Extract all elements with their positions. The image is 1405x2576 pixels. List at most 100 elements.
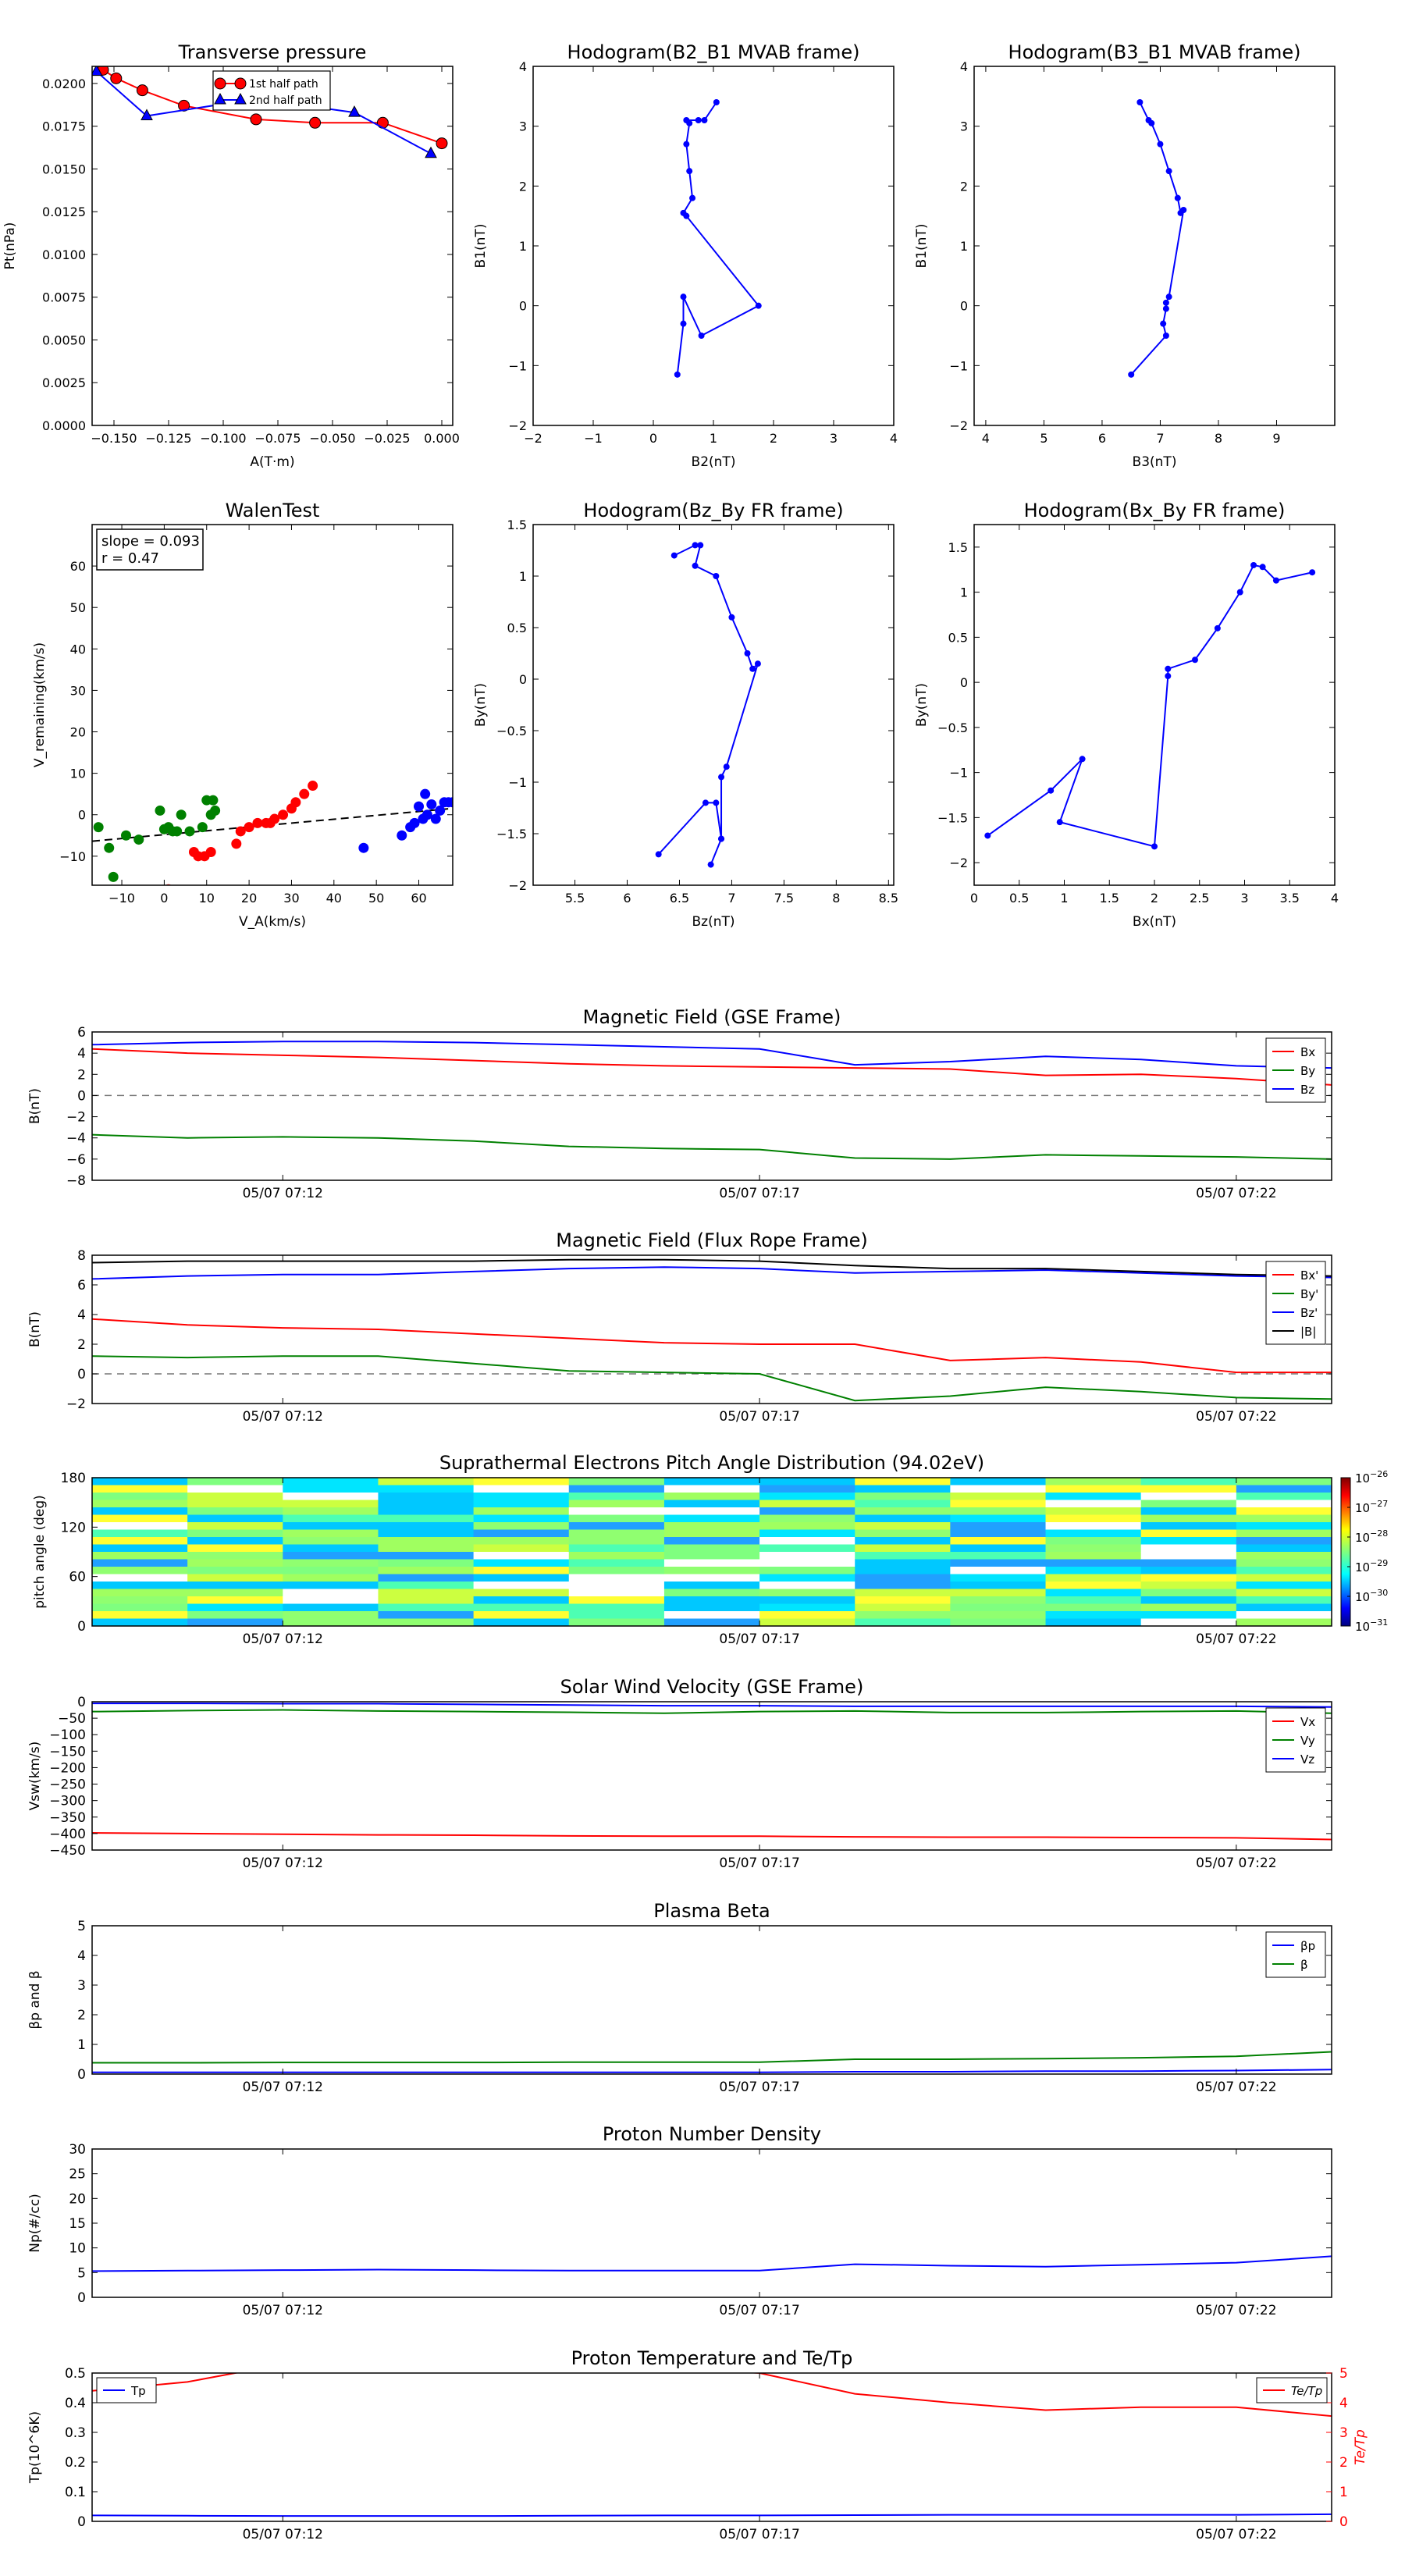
magnetic-field-gse-ytick-label: 4 (77, 1046, 86, 1062)
magnetic-field-gse-time-label: 05/07 07:22 (1196, 1186, 1276, 1201)
pitch-angle-distribution-cell (187, 1582, 283, 1589)
plasma-beta-ytick-label: 2 (77, 2008, 86, 2023)
pitch-angle-distribution-cell (473, 1589, 570, 1597)
solar-wind-velocity-legend-label: Vz (1300, 1752, 1314, 1767)
transverse-pressure-ytick-label: 0.0200 (42, 76, 86, 91)
pitch-angle-distribution-cell (92, 1611, 188, 1619)
pitch-angle-distribution-cell (473, 1493, 570, 1500)
pitch-angle-distribution-cell (568, 1582, 665, 1589)
walen-test-series-1-point (176, 809, 187, 820)
hodogram-b2-b1-ytick-label: 1 (519, 239, 527, 254)
hodogram-b3-b1-ytick-label: 0 (960, 299, 968, 314)
pitch-angle-distribution-cell (1045, 1478, 1142, 1485)
transverse-pressure-series-2-point (92, 66, 103, 76)
walen-test-series-3-point (435, 805, 446, 816)
magnetic-field-gse-frame (91, 1031, 1332, 1181)
pitch-angle-distribution-cell (759, 1589, 855, 1597)
pitch-angle-distribution-cell (855, 1596, 951, 1604)
pitch-angle-distribution-cell (855, 1493, 951, 1500)
proton-temperature-ytick-label: 0 (77, 2514, 86, 2530)
transverse-pressure-ytick-label: 0.0075 (42, 290, 86, 305)
transverse-pressure-frame (91, 66, 454, 426)
pitch-angle-distribution-cell (92, 1485, 188, 1493)
pitch-angle-distribution-cell (1236, 1493, 1332, 1500)
pitch-angle-distribution-cell (1140, 1552, 1237, 1560)
pitch-angle-distribution-cell (568, 1500, 665, 1508)
plasma-beta-ytick-label: 1 (77, 2037, 86, 2053)
magnetic-field-gse-time-label: 05/07 07:17 (719, 1186, 799, 1201)
pitch-angle-distribution-cell (473, 1544, 570, 1553)
pitch-angle-distribution-cell (855, 1537, 951, 1545)
pitch-angle-distribution-cell (187, 1589, 283, 1597)
walen-test-series-3-point (447, 797, 453, 808)
pitch-angle-distribution-cell (473, 1603, 570, 1612)
proton-number-density-ylabel: Np(#/cc) (27, 2194, 43, 2252)
pitch-angle-distribution-cell (1236, 1611, 1332, 1619)
pitch-angle-distribution-cell (1140, 1618, 1237, 1627)
hodogram-b3-b1-series-1-point (1162, 333, 1169, 339)
pitch-angle-distribution-cell (663, 1500, 760, 1508)
walen-test-ytick-label: 20 (70, 725, 86, 740)
magnetic-field-gse-ytick-label: −2 (66, 1110, 86, 1126)
pitch-angle-distribution-cell (568, 1618, 665, 1627)
proton-temperature-ytick-label: 0.5 (65, 2366, 86, 2382)
magnetic-field-fr-title: Magnetic Field (Flux Rope Frame) (556, 1229, 867, 1251)
pitch-angle-distribution-cell (855, 1478, 951, 1485)
pitch-angle-distribution-cell (950, 1582, 1047, 1589)
pitch-angle-distribution-cell (92, 1589, 188, 1597)
proton-number-density-ytick-label: 0 (77, 2290, 86, 2306)
hodogram-bz-by-series-1-point (749, 665, 756, 672)
proton-number-density-ytick-label: 20 (69, 2191, 86, 2207)
transverse-pressure-series-2-point (348, 105, 361, 117)
pitch-angle-distribution-cell (1045, 1603, 1142, 1612)
pitch-angle-distribution-cell (855, 1603, 951, 1612)
solar-wind-velocity-frame (91, 1701, 1332, 1851)
pitch-angle-distribution-cell (473, 1559, 570, 1567)
proton-temperature-frame (91, 2372, 1332, 2522)
walen-test-series-2-point (269, 813, 280, 824)
pitch-angle-distribution-cell (283, 1529, 379, 1538)
transverse-pressure-legend-label: 2nd half path (249, 94, 322, 107)
solar-wind-velocity-ytick-label: −100 (49, 1727, 86, 1743)
transverse-pressure-legend-label: 1st half path (249, 78, 318, 91)
magnetic-field-gse-time-label: 05/07 07:12 (243, 1186, 323, 1201)
pitch-angle-distribution-cell (759, 1507, 855, 1515)
proton-number-density-time-label: 05/07 07:12 (243, 2303, 323, 2318)
hodogram-bx-by-ytick-label: −1 (949, 766, 968, 781)
pitch-angle-distribution-cell (855, 1589, 951, 1597)
pitch-angle-distribution-cell (759, 1603, 855, 1612)
hodogram-b2-b1-xtick-label: 3 (830, 431, 838, 446)
pitch-angle-distribution-cell (473, 1596, 570, 1604)
pitch-angle-distribution-cell (759, 1529, 855, 1538)
pitch-angle-distribution-colorbar-label: 10−28 (1355, 1528, 1388, 1545)
hodogram-b2-b1-series-1-point (695, 117, 702, 123)
walen-test-series-2-point (290, 797, 301, 808)
hodogram-bx-by-series-1-point (984, 832, 991, 839)
pitch-angle-distribution-cell (378, 1574, 475, 1582)
pitch-angle-distribution-cell (1236, 1552, 1332, 1560)
transverse-pressure-ytick-label: 0.0050 (42, 333, 86, 347)
pitch-angle-distribution-cell (92, 1596, 188, 1604)
hodogram-bz-by-xtick-label: 6.5 (670, 891, 689, 906)
walen-test-series-1-point (93, 822, 104, 833)
pitch-angle-distribution-cell (473, 1485, 570, 1493)
pitch-angle-distribution-cell (187, 1500, 283, 1508)
transverse-pressure-xtick-label: −0.025 (364, 431, 410, 446)
solar-wind-velocity-series-Vx (92, 1832, 1332, 1841)
magnetic-field-gse-chart: 05/07 07:12 05/07 07:17 05/07 07:22 −8 −6 −4 −… (27, 1006, 1332, 1201)
walen-test-xtick-label: 50 (368, 891, 384, 906)
hodogram-b2-b1-ytick-label: 2 (519, 179, 527, 194)
pitch-angle-distribution-cell (1045, 1537, 1142, 1545)
pitch-angle-distribution-cell (1140, 1478, 1237, 1485)
transverse-pressure-chart: −0.150 −0.125 −0.100 −0.075 −0.050 −0.025 0.00… (2, 41, 460, 470)
magnetic-field-gse-legend-label: Bz (1300, 1083, 1314, 1097)
pitch-angle-distribution-cell (1140, 1559, 1237, 1567)
walen-test-series-1-point (104, 842, 115, 853)
hodogram-b2-b1-ytick-label: 4 (519, 59, 527, 74)
hodogram-b2-b1-xtick-label: −1 (584, 431, 603, 446)
pitch-angle-distribution-cell (1236, 1514, 1332, 1523)
pitch-angle-distribution-cell (1236, 1537, 1332, 1545)
pitch-angle-distribution-cell (950, 1552, 1047, 1560)
pitch-angle-distribution-colorbar-label: 10−31 (1355, 1617, 1388, 1634)
hodogram-b3-b1-series-1-point (1160, 320, 1167, 327)
